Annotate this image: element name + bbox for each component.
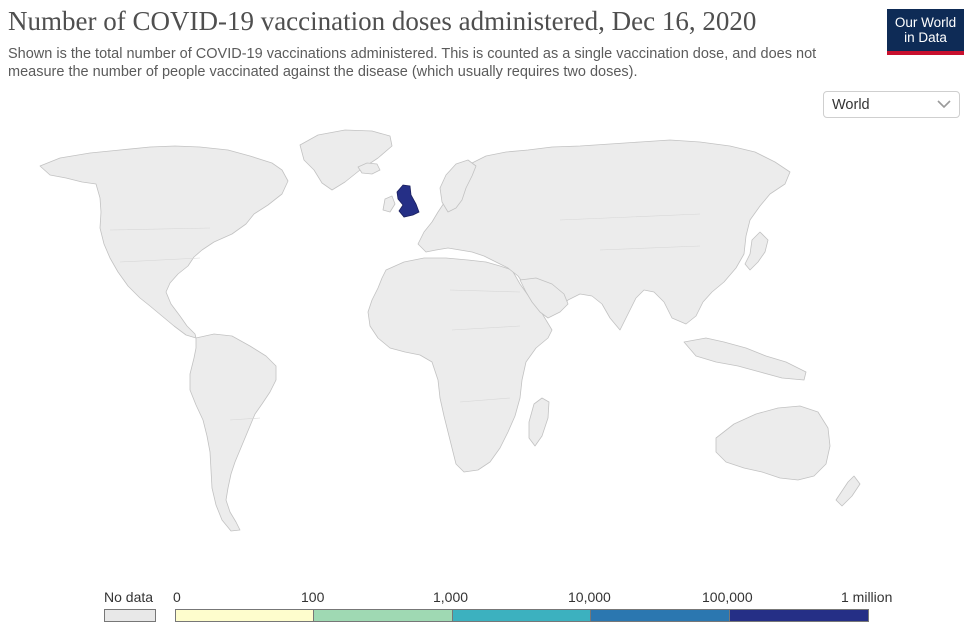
japan[interactable]: [744, 231, 769, 271]
maritime-southeast-asia[interactable]: [683, 337, 807, 381]
legend-tick-0: 0: [173, 589, 181, 605]
legend-bin-100-1000[interactable]: [313, 609, 453, 622]
hatch-lines: [109, 213, 701, 421]
new-zealand[interactable]: [835, 475, 861, 507]
chevron-down-icon: [937, 100, 951, 109]
africa[interactable]: [367, 257, 553, 473]
australia[interactable]: [715, 405, 831, 481]
arabian-peninsula[interactable]: [519, 277, 569, 319]
legend-tick-1-million: 1 million: [841, 589, 893, 605]
legend-tick-1000: 1,000: [433, 589, 469, 605]
legend-tick-100000: 100,000: [702, 589, 753, 605]
chart-subtitle: Shown is the total number of COVID-19 va…: [8, 46, 817, 80]
chart-title: Number of COVID-19 vaccination doses adm…: [8, 6, 757, 36]
iceland[interactable]: [357, 162, 381, 175]
legend-tick-10000: 10,000: [568, 589, 611, 605]
legend-bin-100000-1-million[interactable]: [729, 609, 869, 622]
ireland[interactable]: [382, 195, 396, 213]
north-america[interactable]: [39, 145, 289, 339]
greenland[interactable]: [299, 129, 393, 191]
legend-tick-100: 100: [301, 589, 325, 605]
region-selector-value: World: [832, 97, 870, 113]
legend-no-data-swatch[interactable]: [104, 609, 156, 622]
legend-bin-1000-10000[interactable]: [452, 609, 591, 622]
region-selector[interactable]: World: [823, 91, 960, 118]
land-masses: [39, 129, 861, 532]
madagascar[interactable]: [528, 397, 550, 447]
scandinavia[interactable]: [439, 159, 477, 213]
legend-bin-10000-100000[interactable]: [590, 609, 730, 622]
logo-line-2: in Data: [904, 30, 947, 45]
south-america[interactable]: [189, 333, 277, 532]
color-legend: No data 0 100 1,000 10,000 100,000 1 mil…: [0, 585, 977, 642]
legend-bin-0-100[interactable]: [175, 609, 314, 622]
owid-logo[interactable]: Our World in Data: [887, 9, 964, 55]
logo-line-1: Our World: [894, 15, 957, 30]
world-map[interactable]: [0, 120, 977, 550]
united-kingdom[interactable]: [396, 184, 420, 218]
legend-no-data-label: No data: [104, 589, 154, 605]
